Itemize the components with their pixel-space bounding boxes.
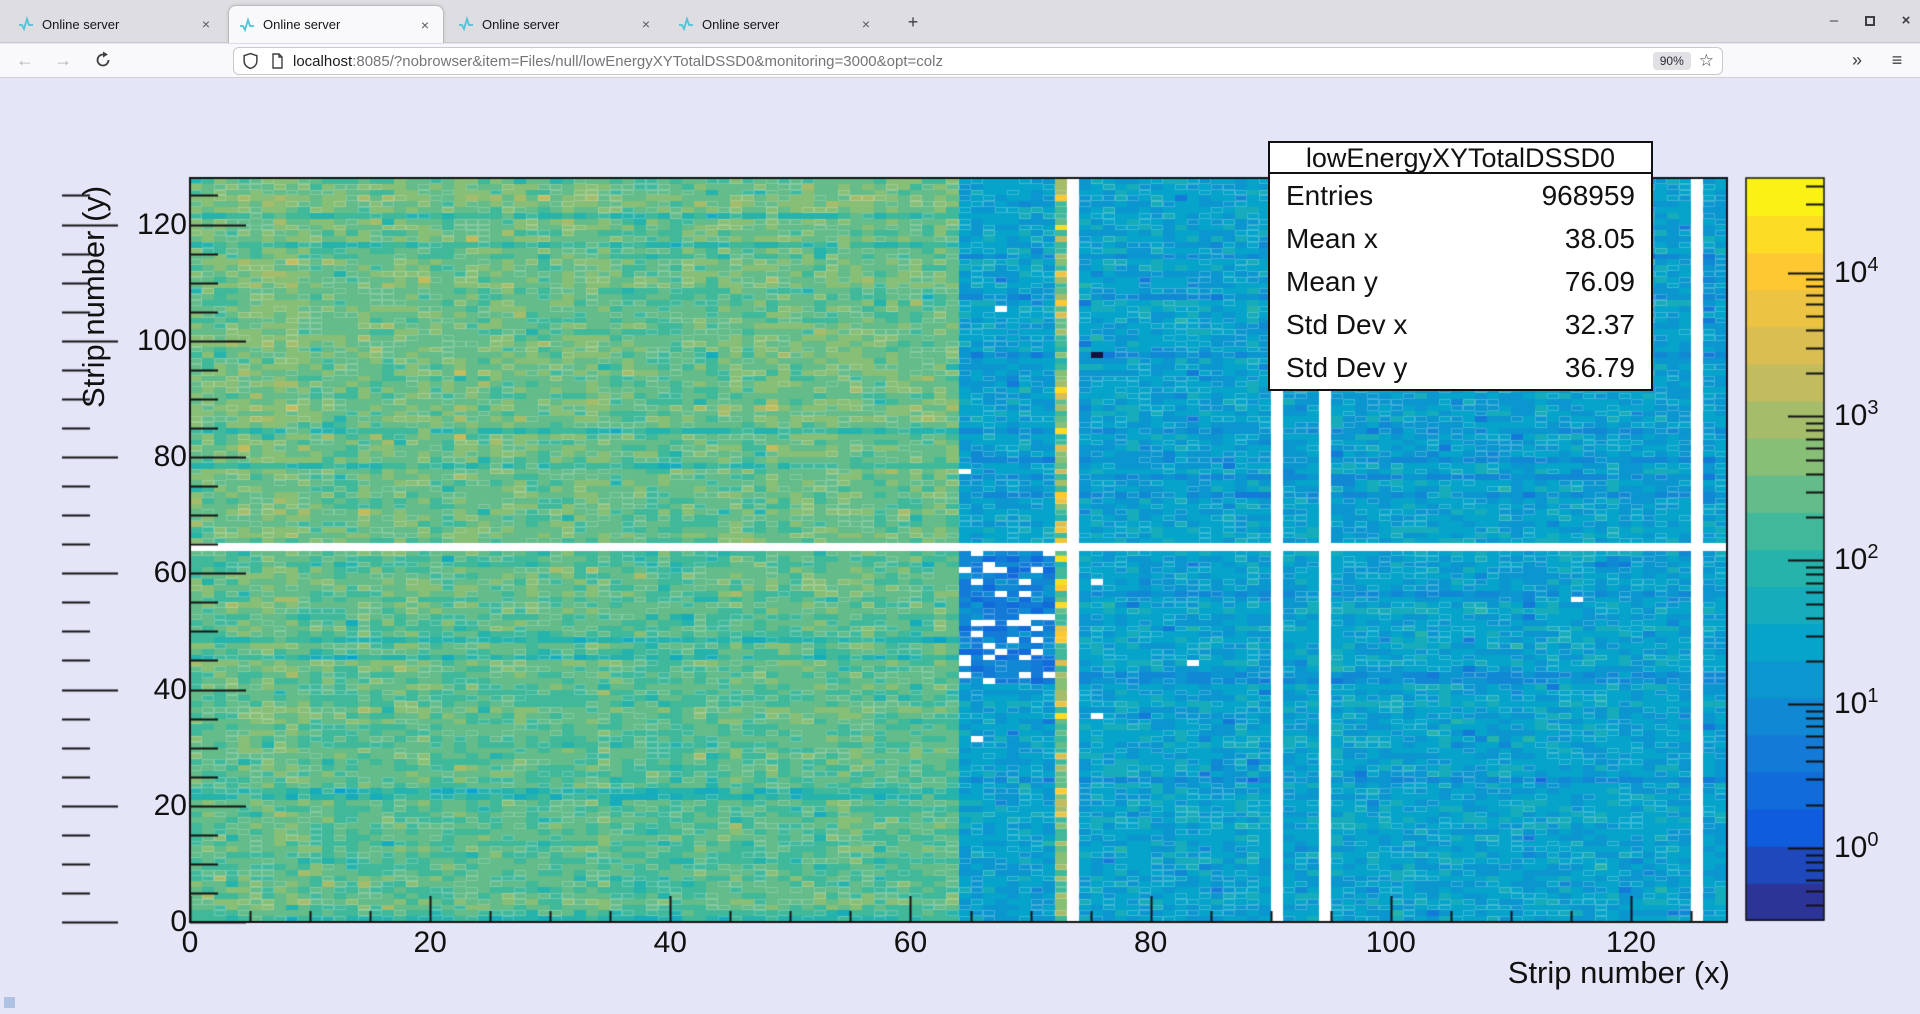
- tab-online-server-1[interactable]: Online server ×: [8, 5, 224, 43]
- x-tick-label-80: 80: [1133, 926, 1168, 959]
- colorbar-label-10e1: 101: [1834, 685, 1879, 721]
- shield-icon[interactable]: [242, 52, 259, 70]
- forward-button[interactable]: →: [54, 50, 72, 70]
- reload-icon: [96, 51, 110, 67]
- stat-row-std-dev-y: Std Dev y 36.79: [1270, 346, 1651, 389]
- page-corner-marker: [4, 997, 15, 1008]
- y-tick-label-80: 80: [153, 440, 187, 473]
- colorbar-label-10e0: 100: [1834, 829, 1879, 865]
- tab-close-icon[interactable]: ×: [201, 16, 211, 32]
- tab-close-icon[interactable]: ×: [641, 16, 651, 32]
- root-favicon-icon: [19, 16, 33, 32]
- colorbar-label-10e3: 103: [1834, 397, 1879, 433]
- stat-label: Mean y: [1286, 266, 1378, 297]
- stats-box-title: lowEnergyXYTotalDSSD0: [1270, 143, 1651, 174]
- window-close-button[interactable]: ×: [1901, 12, 1911, 29]
- colorbar-label-10e2: 102: [1834, 541, 1879, 577]
- window-maximize-button[interactable]: [1856, 8, 1884, 36]
- tab-online-server-4[interactable]: Online server ×: [668, 5, 884, 43]
- stat-value: 968959: [1541, 180, 1635, 211]
- stat-value: 32.37: [1564, 309, 1635, 340]
- x-tick-label-0: 0: [181, 926, 199, 959]
- colorbar-label-10e4: 104: [1834, 253, 1879, 289]
- stat-label: Entries: [1286, 180, 1374, 211]
- tab-bar: Online server × Online server × Online s…: [0, 0, 1920, 43]
- page-zoom-badge[interactable]: 90%: [1652, 52, 1691, 70]
- root-favicon-icon: [459, 16, 473, 32]
- reload-button[interactable]: [88, 46, 118, 76]
- x-tick-label-40: 40: [653, 926, 687, 959]
- tab-label: Online server: [702, 16, 780, 32]
- stat-label: Std Dev y: [1286, 352, 1408, 383]
- stat-row-std-dev-x: Std Dev x 32.37: [1270, 303, 1651, 346]
- maximize-icon: [1865, 16, 1875, 26]
- stat-row-mean-x: Mean x 38.05: [1270, 217, 1651, 260]
- url-input[interactable]: localhost:8085/?nobrowser&item=Files/nul…: [293, 53, 1653, 70]
- hamburger-menu-button[interactable]: ≡: [1891, 50, 1903, 70]
- new-tab-button[interactable]: +: [907, 12, 919, 32]
- stat-row-entries: Entries 968959: [1270, 174, 1651, 217]
- root-favicon-icon: [679, 16, 693, 32]
- toolbar-overflow-button[interactable]: »: [1851, 50, 1862, 70]
- y-tick-label-120: 120: [136, 207, 187, 241]
- back-button[interactable]: ←: [16, 50, 34, 70]
- window-minimize-button[interactable]: –: [1829, 12, 1839, 29]
- page-info-icon[interactable]: [269, 52, 285, 70]
- tab-label: Online server: [482, 16, 560, 32]
- tab-online-server-2-active[interactable]: Online server ×: [228, 5, 444, 43]
- stat-row-mean-y: Mean y 76.09: [1270, 260, 1651, 303]
- url-bar[interactable]: localhost:8085/?nobrowser&item=Files/nul…: [233, 47, 1723, 75]
- browser-toolbar: ← → localhost:8085/?nobrowser&item=Files…: [0, 44, 1920, 78]
- x-axis-title: Strip number (x): [1507, 955, 1730, 990]
- x-tick-label-120: 120: [1605, 926, 1656, 959]
- tab-label: Online server: [263, 17, 341, 32]
- x-tick-label-20: 20: [413, 926, 447, 959]
- y-tick-label-60: 60: [153, 556, 187, 590]
- y-tick-label-20: 20: [153, 788, 187, 822]
- tab-close-icon[interactable]: ×: [420, 16, 430, 33]
- x-tick-label-60: 60: [893, 926, 928, 959]
- url-path: :8085/?nobrowser&item=Files/null/lowEner…: [352, 52, 943, 70]
- tab-label: Online server: [42, 16, 120, 32]
- stat-label: Mean x: [1286, 223, 1378, 254]
- y-tick-label-0: 0: [170, 905, 187, 938]
- x-tick-label-100: 100: [1365, 926, 1416, 959]
- stat-label: Std Dev x: [1286, 309, 1408, 340]
- stats-rows: Entries 968959 Mean x 38.05 Mean y 76.09 Std D…: [1270, 174, 1651, 389]
- root-favicon-icon: [240, 16, 254, 32]
- tab-online-server-3[interactable]: Online server ×: [448, 5, 664, 43]
- y-axis-title: Strip number (y): [76, 185, 111, 408]
- y-tick-label-100: 100: [136, 323, 187, 357]
- stat-value: 76.09: [1564, 266, 1635, 297]
- tab-close-icon[interactable]: ×: [861, 16, 871, 32]
- stat-value: 36.79: [1564, 352, 1635, 383]
- stats-box[interactable]: lowEnergyXYTotalDSSD0 Entries 968959 Mean …: [1268, 141, 1653, 391]
- y-tick-label-40: 40: [153, 672, 187, 706]
- stat-value: 38.05: [1564, 223, 1635, 254]
- url-host: localhost: [293, 52, 353, 70]
- bookmark-star-icon[interactable]: ☆: [1698, 51, 1714, 70]
